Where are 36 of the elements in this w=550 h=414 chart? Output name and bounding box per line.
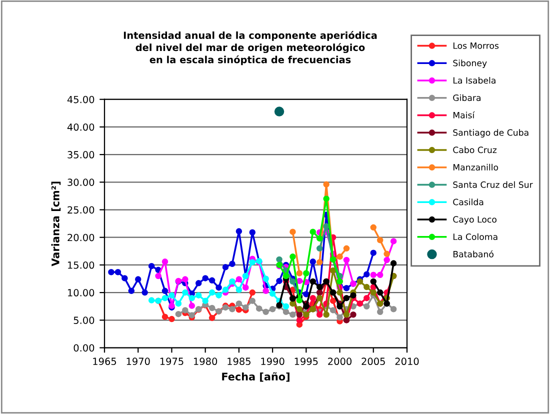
x-axis-title: Fecha [año]	[222, 372, 290, 382]
legend-label: Gibara	[453, 94, 480, 102]
y-tick-label: 0.00	[74, 344, 94, 352]
legend-label: Manzanillo	[453, 164, 498, 171]
x-tick-label: 1970	[126, 358, 150, 366]
legend-label: Santiago de Cuba	[453, 129, 528, 138]
legend-label: Cayo Loco	[453, 216, 496, 224]
y-tick-label: 35.00	[68, 151, 94, 158]
chart-title: Intensidad anual de la componente aperiódica del nivel del mar de origen meteorológico en la escala sinóptica de frecuencias	[124, 31, 377, 66]
legend-label: La Coloma	[453, 233, 498, 240]
legend-label: Cabo Cruz	[453, 146, 497, 154]
x-tick-label: 1965	[93, 358, 116, 366]
x-tick-label: 1985	[228, 358, 250, 366]
x-tick-label: 1995	[294, 358, 318, 366]
x-tick-label: 2005	[362, 358, 385, 366]
legend-label: La Isabela	[453, 76, 496, 84]
x-tick-label: 1990	[261, 358, 284, 366]
x-tick-label: 1980	[194, 358, 218, 366]
legend-label: Siboney	[453, 60, 487, 68]
y-tick-label: 10.00	[68, 289, 94, 296]
y-tick-label: 15.00	[68, 261, 94, 269]
y-tick-label: 40.00	[67, 123, 94, 131]
x-tick-label: 2010	[395, 358, 419, 366]
y-tick-label: 30.00	[68, 178, 94, 186]
x-tick-label: 1975	[160, 358, 184, 366]
legend-label: Maisí	[453, 111, 475, 118]
y-tick-label: 25.00	[68, 206, 94, 214]
y-tick-label: 20.00	[68, 234, 94, 242]
x-tick-label: 2000	[328, 358, 352, 366]
legend-label: Casilda	[453, 198, 484, 206]
legend-label: Batabanó	[453, 250, 494, 258]
y-tick-label: 5.00	[74, 316, 94, 324]
legend-label: Santa Cruz del Sur	[453, 181, 533, 188]
y-tick-label: 45.00	[67, 96, 94, 104]
y-axis-title: Varianza [cm²]	[51, 182, 61, 266]
legend-label: Los Morros	[453, 42, 499, 49]
